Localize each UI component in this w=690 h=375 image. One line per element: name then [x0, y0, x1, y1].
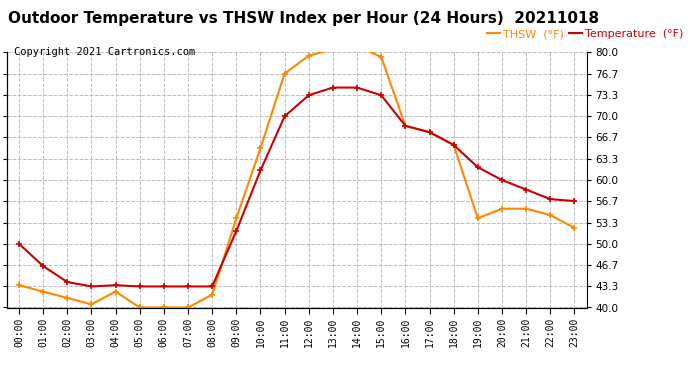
Text: Copyright 2021 Cartronics.com: Copyright 2021 Cartronics.com — [14, 47, 195, 57]
Legend: THSW  (°F), Temperature  (°F): THSW (°F), Temperature (°F) — [482, 25, 688, 44]
Text: Outdoor Temperature vs THSW Index per Hour (24 Hours)  20211018: Outdoor Temperature vs THSW Index per Ho… — [8, 11, 599, 26]
